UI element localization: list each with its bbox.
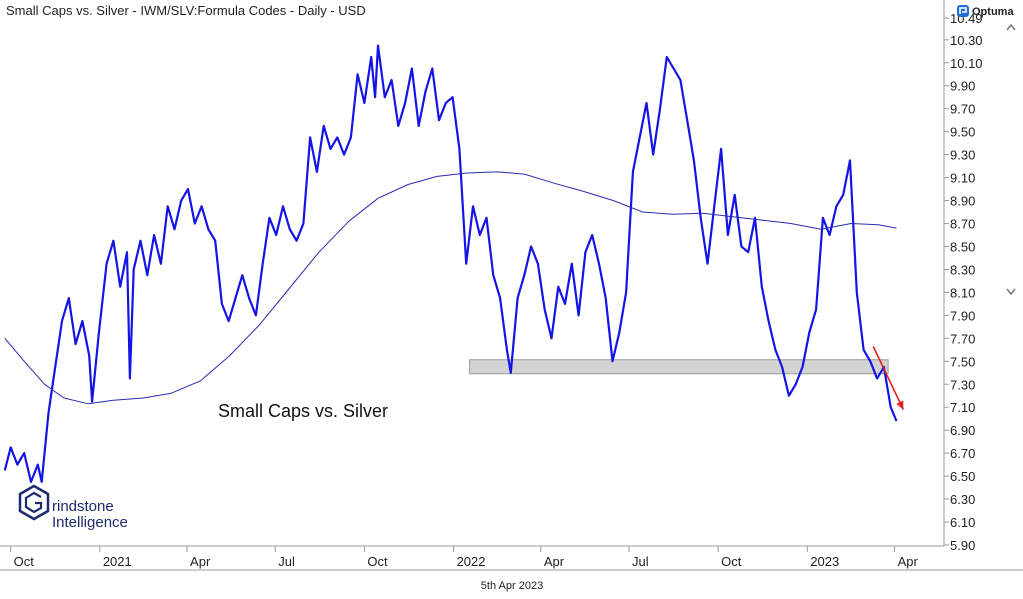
optuma-icon bbox=[957, 5, 969, 17]
chevron-up-icon bbox=[1006, 23, 1016, 31]
y-tick-label: 6.30 bbox=[950, 492, 975, 507]
y-tick-label: 7.10 bbox=[950, 400, 975, 415]
brand: Optuma bbox=[957, 5, 1014, 18]
y-tick-label: 8.70 bbox=[950, 217, 975, 232]
brand-name: Optuma bbox=[972, 6, 1014, 18]
y-tick-label: 5.90 bbox=[950, 538, 975, 553]
chevron-down-icon bbox=[1006, 288, 1016, 296]
y-tick-label: 6.90 bbox=[950, 423, 975, 438]
y-tick-label: 9.90 bbox=[950, 79, 975, 94]
y-tick-label: 7.50 bbox=[950, 354, 975, 369]
support-zone-layer bbox=[469, 359, 889, 375]
chart-annotation: Small Caps vs. Silver bbox=[218, 401, 388, 421]
y-tick-label: 7.30 bbox=[950, 377, 975, 392]
x-tick-label: Oct bbox=[14, 554, 35, 569]
x-tick-label: 2023 bbox=[810, 554, 839, 569]
y-tick-label: 9.70 bbox=[950, 102, 975, 117]
x-axis-ticks: Oct 2021 Apr Jul Oct 2022 Apr Jul Oct 2023 Apr bbox=[10, 546, 919, 569]
y-tick-label: 7.90 bbox=[950, 308, 975, 323]
support-zone-band bbox=[469, 359, 889, 375]
y-tick-label: 8.10 bbox=[950, 285, 975, 300]
g-mark-icon bbox=[24, 491, 43, 514]
hexagon-icon bbox=[18, 484, 50, 521]
x-tick-label: Jul bbox=[632, 554, 649, 569]
scroll-up-button[interactable] bbox=[1004, 20, 1018, 34]
y-tick-label: 6.70 bbox=[950, 446, 975, 461]
scroll-down-button[interactable] bbox=[1004, 285, 1018, 299]
y-tick-label: 7.70 bbox=[950, 331, 975, 346]
footer-date: 5th Apr 2023 bbox=[481, 580, 543, 592]
x-tick-label: 2021 bbox=[103, 554, 132, 569]
y-tick-label: 10.30 bbox=[950, 33, 983, 48]
price-series-line bbox=[3, 44, 898, 483]
x-tick-label: Oct bbox=[721, 554, 742, 569]
x-tick-label: Apr bbox=[898, 554, 919, 569]
x-tick-label: Jul bbox=[278, 554, 295, 569]
y-tick-label: 9.10 bbox=[950, 171, 975, 186]
x-tick-label: Oct bbox=[367, 554, 388, 569]
logo-line-1: rindstone bbox=[52, 498, 114, 515]
down-arrow-shaft bbox=[872, 346, 905, 410]
chart-title: Small Caps vs. Silver - IWM/SLV:Formula … bbox=[6, 3, 366, 18]
grindstone-logo: rindstone Intelligence bbox=[18, 484, 128, 531]
y-tick-label: 10.10 bbox=[950, 56, 983, 71]
y-axis-ticks: 10.4910.3010.109.909.709.509.309.108.908… bbox=[944, 11, 983, 553]
y-tick-label: 8.50 bbox=[950, 239, 975, 254]
y-tick-label: 9.50 bbox=[950, 125, 975, 140]
x-tick-label: Apr bbox=[190, 554, 211, 569]
logo-line-2: Intelligence bbox=[52, 514, 128, 531]
y-tick-label: 8.30 bbox=[950, 262, 975, 277]
x-tick-label: Apr bbox=[544, 554, 565, 569]
y-tick-label: 8.90 bbox=[950, 194, 975, 209]
y-tick-label: 9.30 bbox=[950, 148, 975, 163]
y-tick-label: 6.10 bbox=[950, 515, 975, 530]
optuma-icon-mark bbox=[959, 7, 967, 14]
down-arrow-head-icon bbox=[896, 400, 904, 410]
moving-average-line bbox=[4, 171, 897, 405]
y-tick-label: 6.50 bbox=[950, 469, 975, 484]
arrow-layer bbox=[872, 346, 905, 410]
x-tick-label: 2022 bbox=[457, 554, 486, 569]
series-layer bbox=[3, 44, 898, 483]
